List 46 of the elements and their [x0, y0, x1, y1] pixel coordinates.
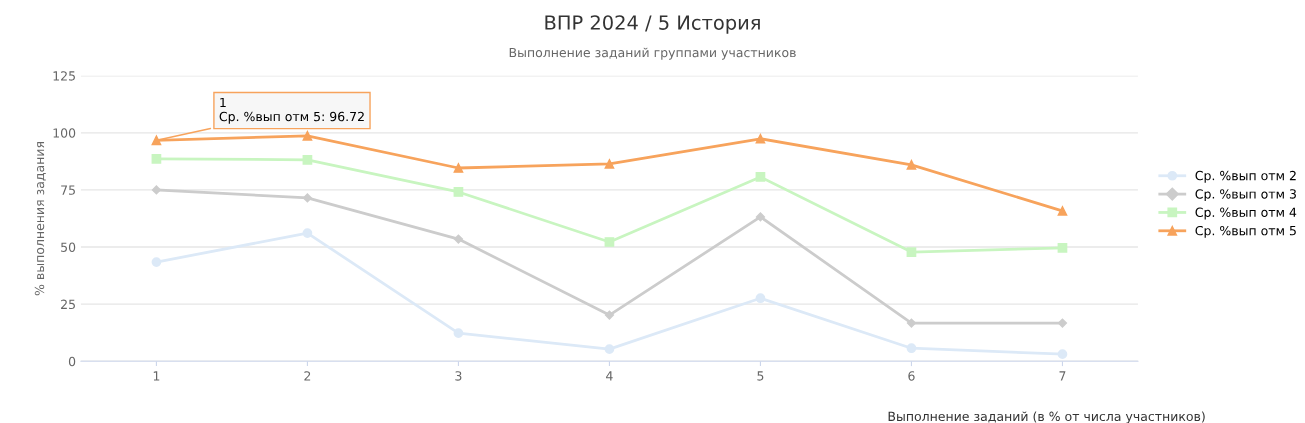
- point: [1057, 243, 1068, 253]
- legend-label: Ср. %вып отм 2: [1195, 170, 1296, 183]
- x-tick-label: 2: [304, 371, 311, 381]
- point: [302, 130, 313, 141]
- point: [453, 187, 464, 197]
- text: Выполнение заданий (в % от числа участников): [888, 411, 1205, 423]
- point: [151, 154, 162, 164]
- point: [755, 293, 766, 304]
- legend-label: Ср. %вып отм 4: [1195, 207, 1297, 220]
- point: [1057, 349, 1068, 360]
- point: [755, 133, 766, 144]
- y-tick-label: 75: [61, 185, 75, 195]
- x-tick-label: 6: [908, 371, 915, 381]
- chart-subtitle: Выполнение заданий группами участников: [509, 47, 796, 60]
- point: [453, 163, 464, 173]
- point: [604, 344, 615, 354]
- point: [302, 154, 313, 165]
- x-tick-label: 4: [606, 371, 613, 381]
- point: [151, 257, 162, 267]
- point: [604, 237, 615, 247]
- point: [755, 212, 766, 222]
- point: [604, 310, 615, 320]
- point: [1057, 206, 1068, 216]
- x-tick-label: 5: [757, 371, 764, 381]
- y-tick-label: 50: [61, 242, 76, 252]
- y-axis-title: % выполнения задания: [34, 142, 46, 296]
- point: [151, 135, 162, 146]
- y-tick-label: 25: [61, 299, 75, 310]
- point: [906, 159, 917, 170]
- x-tick-label: 1: [153, 371, 160, 381]
- point: [453, 234, 464, 244]
- y-tick-label: 0: [68, 356, 76, 367]
- point: [906, 247, 917, 257]
- annotation: 1 Ср. %вып отм 5: 96.72: [219, 97, 364, 124]
- legend-label: Ср. %вып отм 3: [1195, 189, 1296, 202]
- legend-label: Ср. %вып отм 5: [1195, 225, 1296, 238]
- x-tick-label: 7: [1059, 371, 1066, 381]
- x-tick-label: 3: [455, 371, 462, 381]
- y-tick-label: 125: [53, 71, 75, 81]
- point: [604, 159, 615, 169]
- point: [906, 343, 917, 354]
- chart-title: ВПР 2024 / 5 История: [545, 15, 760, 34]
- y-tick-label: 100: [53, 128, 76, 138]
- point: [453, 328, 464, 339]
- point: [755, 172, 766, 182]
- point: [302, 228, 313, 238]
